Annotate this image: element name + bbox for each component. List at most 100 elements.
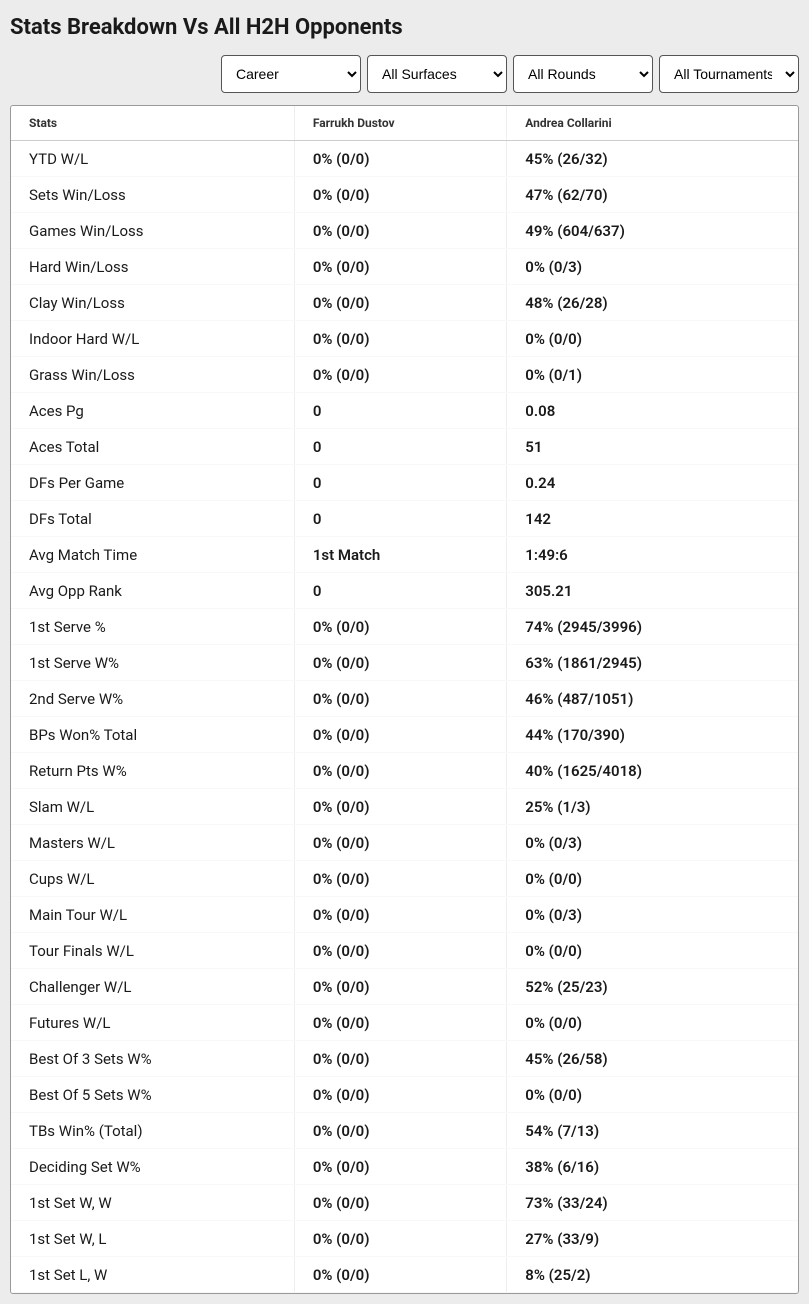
- stat-player1-value: 0% (0/0): [294, 357, 506, 393]
- stat-player2-value: 0% (0/1): [507, 357, 798, 393]
- stat-player1-value: 0% (0/0): [294, 1041, 506, 1077]
- table-row: Masters W/L0% (0/0)0% (0/3): [11, 825, 798, 861]
- stat-label: Avg Match Time: [11, 537, 294, 573]
- stat-player1-value: 0% (0/0): [294, 321, 506, 357]
- filter-career[interactable]: Career: [221, 55, 361, 93]
- table-row: Slam W/L0% (0/0)25% (1/3): [11, 789, 798, 825]
- stat-player1-value: 0% (0/0): [294, 933, 506, 969]
- stat-label: Main Tour W/L: [11, 897, 294, 933]
- table-row: Deciding Set W%0% (0/0)38% (6/16): [11, 1149, 798, 1185]
- stat-player2-value: 47% (62/70): [507, 177, 798, 213]
- stat-player1-value: 0% (0/0): [294, 825, 506, 861]
- filter-rounds[interactable]: All Rounds: [513, 55, 653, 93]
- table-row: 1st Set W, W0% (0/0)73% (33/24): [11, 1185, 798, 1221]
- stat-label: 1st Set W, W: [11, 1185, 294, 1221]
- stat-player2-value: 38% (6/16): [507, 1149, 798, 1185]
- stat-player1-value: 0% (0/0): [294, 753, 506, 789]
- stat-player1-value: 0% (0/0): [294, 1077, 506, 1113]
- stat-player1-value: 0% (0/0): [294, 249, 506, 285]
- stat-player2-value: 49% (604/637): [507, 213, 798, 249]
- stat-player2-value: 63% (1861/2945): [507, 645, 798, 681]
- stat-label: Deciding Set W%: [11, 1149, 294, 1185]
- stat-player2-value: 48% (26/28): [507, 285, 798, 321]
- stat-player1-value: 1st Match: [294, 537, 506, 573]
- stat-label: 2nd Serve W%: [11, 681, 294, 717]
- table-row: Hard Win/Loss0% (0/0)0% (0/3): [11, 249, 798, 285]
- stat-player2-value: 73% (33/24): [507, 1185, 798, 1221]
- stat-player2-value: 54% (7/13): [507, 1113, 798, 1149]
- stat-label: DFs Total: [11, 501, 294, 537]
- col-stats: Stats: [11, 106, 294, 141]
- stat-player2-value: 305.21: [507, 573, 798, 609]
- table-row: Best Of 5 Sets W%0% (0/0)0% (0/0): [11, 1077, 798, 1113]
- table-row: Sets Win/Loss0% (0/0)47% (62/70): [11, 177, 798, 213]
- col-player1: Farrukh Dustov: [294, 106, 506, 141]
- stat-label: Clay Win/Loss: [11, 285, 294, 321]
- stat-player1-value: 0% (0/0): [294, 1113, 506, 1149]
- stat-player1-value: 0% (0/0): [294, 1221, 506, 1257]
- stat-label: YTD W/L: [11, 141, 294, 177]
- table-row: Main Tour W/L0% (0/0)0% (0/3): [11, 897, 798, 933]
- stat-label: Aces Total: [11, 429, 294, 465]
- stats-table-wrapper: Stats Farrukh Dustov Andrea Collarini YT…: [10, 105, 799, 1294]
- stat-player1-value: 0: [294, 501, 506, 537]
- stat-label: Cups W/L: [11, 861, 294, 897]
- stat-player2-value: 0% (0/0): [507, 1005, 798, 1041]
- stat-label: Avg Opp Rank: [11, 573, 294, 609]
- stat-player2-value: 40% (1625/4018): [507, 753, 798, 789]
- table-row: Grass Win/Loss0% (0/0)0% (0/1): [11, 357, 798, 393]
- stat-player2-value: 0% (0/0): [507, 933, 798, 969]
- stat-player2-value: 0.24: [507, 465, 798, 501]
- stat-player2-value: 44% (170/390): [507, 717, 798, 753]
- stat-label: 1st Serve W%: [11, 645, 294, 681]
- table-row: Aces Total051: [11, 429, 798, 465]
- table-row: Challenger W/L0% (0/0)52% (25/23): [11, 969, 798, 1005]
- table-row: Aces Pg00.08: [11, 393, 798, 429]
- stat-label: Best Of 5 Sets W%: [11, 1077, 294, 1113]
- stat-player1-value: 0: [294, 465, 506, 501]
- table-row: YTD W/L0% (0/0)45% (26/32): [11, 141, 798, 177]
- table-row: 2nd Serve W%0% (0/0)46% (487/1051): [11, 681, 798, 717]
- stat-player2-value: 142: [507, 501, 798, 537]
- stat-player1-value: 0% (0/0): [294, 681, 506, 717]
- table-row: Tour Finals W/L0% (0/0)0% (0/0): [11, 933, 798, 969]
- stat-player2-value: 51: [507, 429, 798, 465]
- stat-label: Best Of 3 Sets W%: [11, 1041, 294, 1077]
- table-row: DFs Per Game00.24: [11, 465, 798, 501]
- stat-label: Indoor Hard W/L: [11, 321, 294, 357]
- stat-player1-value: 0% (0/0): [294, 1257, 506, 1293]
- stat-player1-value: 0% (0/0): [294, 717, 506, 753]
- stat-player1-value: 0% (0/0): [294, 177, 506, 213]
- stat-player2-value: 0% (0/3): [507, 249, 798, 285]
- stat-label: Return Pts W%: [11, 753, 294, 789]
- stat-player2-value: 0.08: [507, 393, 798, 429]
- stat-player1-value: 0: [294, 429, 506, 465]
- filter-surfaces[interactable]: All Surfaces: [367, 55, 507, 93]
- stat-label: Hard Win/Loss: [11, 249, 294, 285]
- stat-label: 1st Serve %: [11, 609, 294, 645]
- stat-player1-value: 0% (0/0): [294, 645, 506, 681]
- stat-label: TBs Win% (Total): [11, 1113, 294, 1149]
- stat-player1-value: 0% (0/0): [294, 213, 506, 249]
- stat-player1-value: 0% (0/0): [294, 969, 506, 1005]
- stat-label: Masters W/L: [11, 825, 294, 861]
- table-row: TBs Win% (Total)0% (0/0)54% (7/13): [11, 1113, 798, 1149]
- table-row: BPs Won% Total0% (0/0)44% (170/390): [11, 717, 798, 753]
- col-player2: Andrea Collarini: [507, 106, 798, 141]
- table-row: Return Pts W%0% (0/0)40% (1625/4018): [11, 753, 798, 789]
- stat-label: Sets Win/Loss: [11, 177, 294, 213]
- stat-player2-value: 45% (26/58): [507, 1041, 798, 1077]
- page-title: Stats Breakdown Vs All H2H Opponents: [10, 15, 799, 40]
- table-row: 1st Set W, L0% (0/0)27% (33/9): [11, 1221, 798, 1257]
- filter-bar: Career All Surfaces All Rounds All Tourn…: [10, 55, 799, 93]
- stat-player1-value: 0% (0/0): [294, 609, 506, 645]
- stat-player2-value: 8% (25/2): [507, 1257, 798, 1293]
- table-row: Best Of 3 Sets W%0% (0/0)45% (26/58): [11, 1041, 798, 1077]
- stat-player2-value: 27% (33/9): [507, 1221, 798, 1257]
- table-row: Indoor Hard W/L0% (0/0)0% (0/0): [11, 321, 798, 357]
- filter-tournaments[interactable]: All Tournaments: [659, 55, 799, 93]
- stat-player2-value: 0% (0/0): [507, 861, 798, 897]
- table-row: Avg Opp Rank0305.21: [11, 573, 798, 609]
- stat-player1-value: 0% (0/0): [294, 1005, 506, 1041]
- stat-label: 1st Set L, W: [11, 1257, 294, 1293]
